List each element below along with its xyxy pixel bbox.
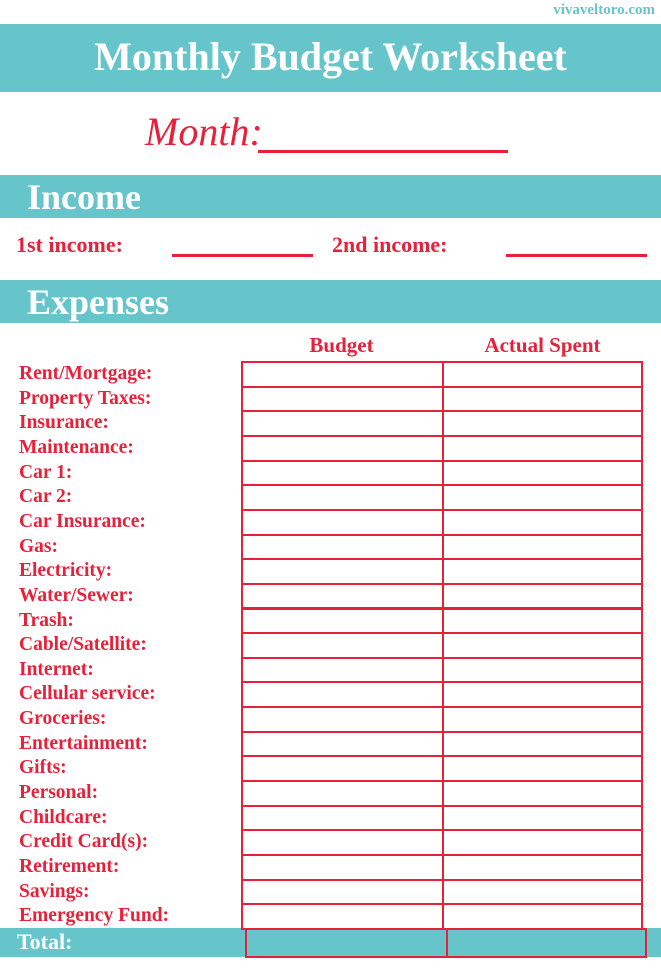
expense-label: Rent/Mortgage: <box>19 363 153 384</box>
expense-label: Water/Sewer: <box>19 584 134 606</box>
actual-cell[interactable] <box>442 755 643 783</box>
expense-label: Car 2: <box>19 486 73 508</box>
actual-cell[interactable] <box>442 459 643 487</box>
actual-cell[interactable] <box>442 484 643 511</box>
month-field[interactable] <box>258 150 508 153</box>
expense-label: Gifts: <box>19 757 67 779</box>
budget-cell[interactable] <box>241 656 444 684</box>
total-budget-cell[interactable] <box>245 927 448 958</box>
first-income-field[interactable] <box>172 254 313 257</box>
expense-label: Car 1: <box>19 461 73 483</box>
budget-cell[interactable] <box>241 681 444 709</box>
expense-label: Groceries: <box>19 708 107 730</box>
budget-cell[interactable] <box>241 385 444 413</box>
budget-cell[interactable] <box>241 780 444 807</box>
budget-cell[interactable] <box>241 804 444 832</box>
total-actual-cell[interactable] <box>446 927 647 958</box>
actual-cell[interactable] <box>442 410 643 437</box>
actual-cell[interactable] <box>442 854 643 881</box>
actual-cell[interactable] <box>442 434 643 462</box>
actual-cell[interactable] <box>442 385 643 413</box>
actual-cell[interactable] <box>442 780 643 807</box>
actual-cell[interactable] <box>442 508 643 536</box>
actual-cell[interactable] <box>442 632 643 659</box>
budget-cell[interactable] <box>241 607 444 635</box>
budget-cell[interactable] <box>241 582 444 610</box>
expense-label: Trash: <box>19 609 74 631</box>
budget-cell[interactable] <box>241 829 444 856</box>
budget-cell[interactable] <box>241 878 444 906</box>
first-income-label: 1st income: <box>16 232 123 257</box>
budget-cell[interactable] <box>241 755 444 783</box>
budget-cell[interactable] <box>241 558 444 585</box>
budget-cell[interactable] <box>241 508 444 536</box>
budget-cell[interactable] <box>241 632 444 659</box>
budget-cell[interactable] <box>241 730 444 758</box>
actual-cell[interactable] <box>442 903 643 930</box>
actual-cell[interactable] <box>442 829 643 856</box>
expense-label: Retirement: <box>19 856 120 877</box>
income-heading: Income <box>0 175 661 218</box>
actual-cell[interactable] <box>442 558 643 585</box>
actual-cell[interactable] <box>442 681 643 709</box>
budget-cell[interactable] <box>241 706 444 733</box>
site-url: vivaveltoro.com <box>553 2 655 18</box>
actual-cell[interactable] <box>442 607 643 635</box>
expense-label: Cellular service: <box>19 683 156 705</box>
budget-cell[interactable] <box>241 533 444 561</box>
budget-column-header: Budget <box>309 333 374 357</box>
expense-label: Emergency Fund: <box>19 905 170 927</box>
actual-cell[interactable] <box>442 533 643 561</box>
expense-label: Gas: <box>19 535 58 557</box>
second-income-field[interactable] <box>506 254 647 257</box>
actual-cell[interactable] <box>442 582 643 610</box>
second-income-label: 2nd income: <box>332 232 448 257</box>
expense-label: Cable/Satellite: <box>19 634 147 656</box>
expense-label: Insurance: <box>19 412 109 434</box>
expense-label: Childcare: <box>19 806 108 828</box>
month-label: Month: <box>145 109 263 154</box>
budget-cell[interactable] <box>241 410 444 437</box>
total-label: Total: <box>17 929 73 954</box>
expense-label: Electricity: <box>19 560 113 582</box>
expense-label: Personal: <box>19 782 99 804</box>
budget-cell[interactable] <box>241 434 444 462</box>
actual-cell[interactable] <box>442 878 643 906</box>
budget-cell[interactable] <box>241 361 444 388</box>
expenses-heading: Expenses <box>0 280 661 323</box>
budget-cell[interactable] <box>241 903 444 930</box>
expense-label: Car Insurance: <box>19 510 146 532</box>
budget-cell[interactable] <box>241 484 444 511</box>
expense-label: Entertainment: <box>19 732 148 754</box>
budget-cell[interactable] <box>241 459 444 487</box>
expense-label: Property Taxes: <box>19 387 152 409</box>
total-bar <box>0 928 661 957</box>
budget-cell[interactable] <box>241 854 444 881</box>
expense-label: Savings: <box>19 880 90 902</box>
actual-cell[interactable] <box>442 706 643 733</box>
expense-label: Credit Card(s): <box>19 831 149 853</box>
actual-cell[interactable] <box>442 730 643 758</box>
expense-label: Maintenance: <box>19 436 134 458</box>
actual-column-header: Actual Spent <box>484 333 601 357</box>
page-title: Monthly Budget Worksheet <box>0 24 661 92</box>
actual-cell[interactable] <box>442 804 643 832</box>
actual-cell[interactable] <box>442 361 643 388</box>
actual-cell[interactable] <box>442 656 643 684</box>
expense-label: Internet: <box>19 658 94 680</box>
